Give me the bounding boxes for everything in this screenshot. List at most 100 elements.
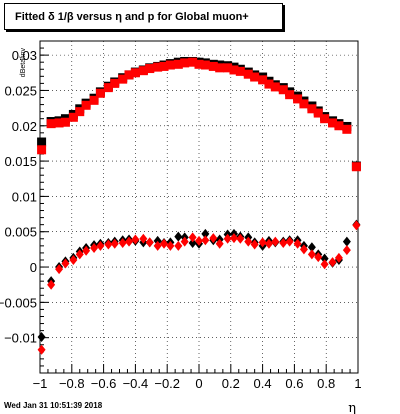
data-point-square (264, 79, 274, 89)
data-point-diamond (174, 240, 183, 251)
data-point-square (188, 57, 198, 67)
data-point-square (68, 112, 78, 122)
data-point-square (110, 78, 120, 88)
plot-title: Fitted δ 1/β versus η and p for Global m… (15, 11, 249, 23)
x-axis-label: η (348, 401, 356, 414)
data-point-square (243, 69, 253, 79)
plot-title-box: Fitted δ 1/β versus η and p for Global m… (4, 3, 283, 30)
data-point-diamond (314, 252, 323, 263)
data-point-diamond (279, 238, 288, 249)
data-point-square (235, 66, 245, 76)
data-point-diamond (96, 240, 105, 251)
y-tick-label: 0.01 (12, 189, 37, 204)
data-point-diamond (153, 240, 162, 251)
data-point-diamond (293, 238, 302, 249)
data-point-square (200, 60, 210, 70)
data-point-diamond (61, 258, 70, 269)
grid-lines (40, 41, 358, 373)
data-point-diamond (215, 238, 224, 249)
y-axis-label: dBeta/inv (20, 48, 27, 78)
data-point-diamond (320, 259, 329, 270)
data-point-square (153, 62, 163, 72)
x-tick-label: 1 (354, 376, 361, 391)
data-point-square (208, 61, 218, 71)
data-point-diamond (188, 232, 197, 243)
data-point-square (95, 88, 105, 98)
data-point-diamond (201, 228, 210, 239)
x-tick-label: 0 (195, 376, 202, 391)
data-point-diamond (250, 239, 259, 250)
data-markers (37, 56, 361, 355)
y-tick-label: 0.02 (12, 119, 37, 134)
data-point-diamond (166, 240, 175, 251)
data-point-diamond (223, 233, 232, 244)
data-point-diamond (110, 238, 119, 249)
y-tick-label: 0.03 (12, 48, 37, 63)
data-point-square (215, 63, 225, 73)
data-point-square (334, 121, 344, 131)
data-point-square (180, 58, 190, 68)
x-tick-label: 0.2 (222, 376, 240, 391)
data-point-square (328, 118, 338, 128)
data-point-diamond (320, 253, 329, 264)
data-point-diamond (342, 236, 351, 247)
x-tick-label: −1 (33, 376, 48, 391)
data-point-diamond (209, 233, 218, 244)
data-point-diamond (188, 238, 197, 249)
data-point-diamond (307, 242, 316, 253)
y-tick-label: 0.005 (4, 225, 37, 240)
data-point-square (165, 60, 175, 70)
data-point-square (145, 64, 155, 74)
data-point-diamond (201, 235, 210, 246)
data-point-square (54, 118, 64, 128)
x-tick-label: 0.8 (317, 376, 335, 391)
plot-frame (39, 40, 359, 374)
data-point-square (75, 107, 85, 117)
y-tick-label: −0.005 (0, 295, 37, 310)
data-point-diamond (334, 252, 343, 263)
tick-labels: −1 −0.8 −0.6 −0.4 −0.2 0 0.2 0.4 0.6 0.8 1 −0.01 −0.… (0, 48, 362, 391)
data-point-square (342, 124, 352, 134)
data-point-diamond (258, 237, 267, 248)
data-point-diamond (236, 233, 245, 244)
x-tick-label: −0.2 (154, 376, 180, 391)
data-point-diamond (69, 254, 78, 265)
data-point-diamond (244, 236, 253, 247)
data-point-square (293, 94, 303, 104)
data-point-diamond (307, 249, 316, 260)
data-point-square (229, 65, 239, 75)
data-point-square (60, 117, 70, 127)
data-point-square (307, 104, 317, 114)
data-point-square (37, 145, 47, 155)
data-point-square (258, 75, 268, 85)
data-point-diamond (118, 238, 127, 249)
data-point-square (270, 82, 280, 92)
data-point-square (194, 59, 204, 69)
data-point-square (118, 74, 128, 84)
data-point-square (138, 66, 148, 76)
data-point-diamond (37, 331, 46, 342)
y-tick-label: −0.01 (4, 331, 37, 346)
data-point-diamond (131, 234, 140, 245)
data-point-diamond (160, 238, 169, 249)
data-point-diamond (37, 344, 46, 355)
data-point-square (250, 72, 260, 82)
axis-ticks (39, 40, 359, 374)
data-point-diamond (75, 249, 84, 260)
x-tick-label: −0.8 (59, 376, 85, 391)
data-point-diamond (55, 264, 64, 275)
data-point-square (173, 59, 183, 69)
data-point-diamond (285, 236, 294, 247)
data-point-diamond (271, 236, 280, 247)
data-point-diamond (180, 236, 189, 247)
data-point-diamond (229, 233, 238, 244)
data-point-square (159, 61, 169, 71)
data-point-diamond (299, 244, 308, 255)
data-point-diamond (82, 245, 91, 256)
data-point-diamond (352, 220, 361, 231)
data-point-square (299, 99, 309, 109)
y-tick-label: 0.025 (4, 83, 37, 98)
x-tick-label: −0.4 (123, 376, 149, 391)
data-point-square (37, 137, 47, 147)
y-tick-label: 0 (30, 260, 37, 275)
